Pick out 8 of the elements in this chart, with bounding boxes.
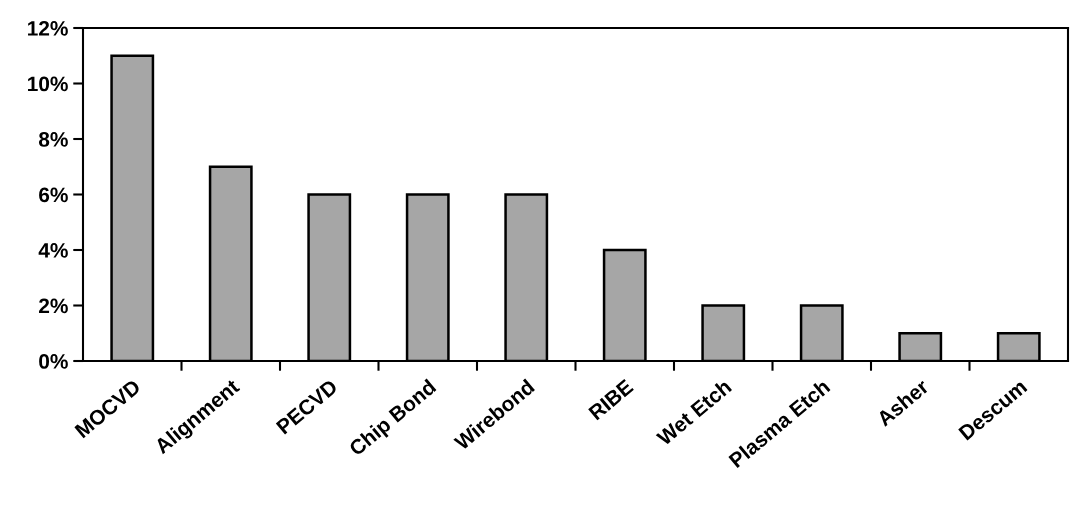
- y-tick-label: 12%: [28, 21, 68, 36]
- y-tick-label: 0%: [39, 354, 68, 369]
- y-tick-label: 2%: [39, 298, 68, 314]
- x-tick-label: Wet Etch: [655, 378, 733, 447]
- y-tick-label: 6%: [39, 187, 68, 203]
- y-tick-label: 10%: [28, 76, 68, 92]
- y-tick-label: 8%: [38, 132, 68, 147]
- y-tick-label: 4%: [38, 243, 68, 258]
